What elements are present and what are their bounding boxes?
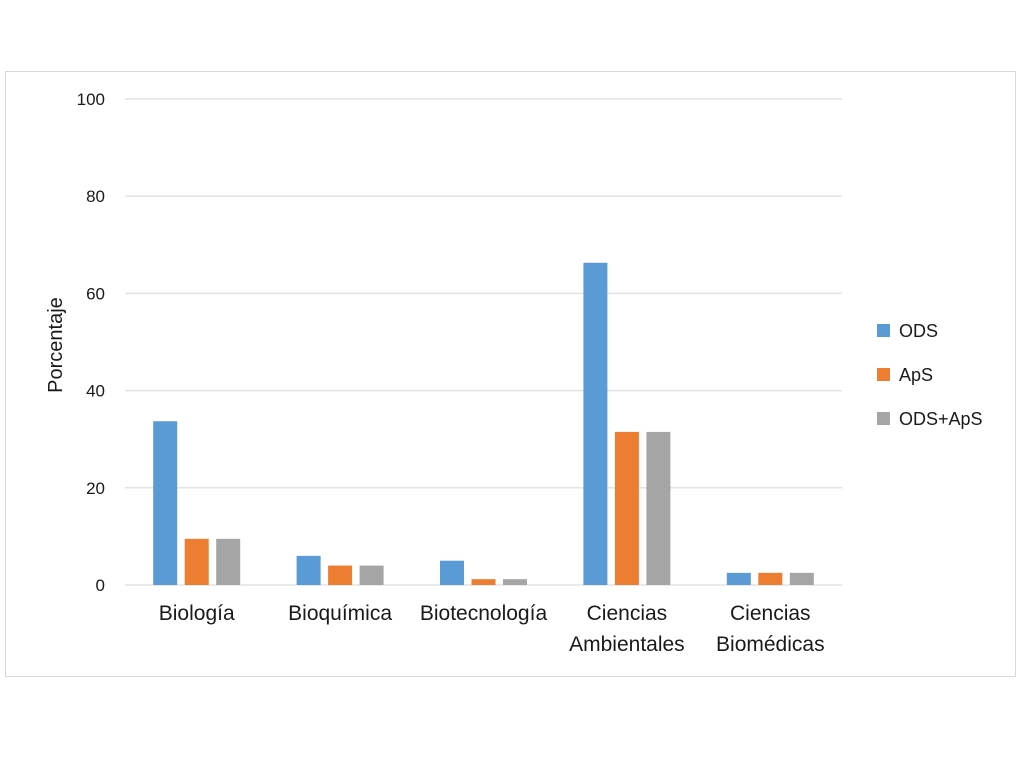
bar-aps-1 <box>328 565 353 585</box>
y-tick-label-100: 100 <box>77 90 105 109</box>
y-tick-label-40: 40 <box>86 382 105 401</box>
x-tick-label-line: Ciencias <box>730 602 811 625</box>
bar-aps-3 <box>614 431 639 585</box>
legend-label-2: ODS+ApS <box>899 409 983 429</box>
bar-aps-0 <box>184 538 209 585</box>
legend-swatch-2 <box>877 412 890 425</box>
y-tick-label-0: 0 <box>96 576 105 595</box>
bar-ods-aps-3 <box>646 431 671 585</box>
y-tick-label-80: 80 <box>86 187 105 206</box>
x-tick-label-line: Biomédicas <box>716 633 825 656</box>
x-tick-label-2: Biotecnología <box>420 602 548 625</box>
bar-ods-aps-2 <box>503 579 527 585</box>
legend-label-0: ODS <box>899 321 938 341</box>
bar-aps-2 <box>471 579 496 585</box>
x-tick-label-0: Biología <box>159 602 235 625</box>
x-tick-label-4: Ciencias Biomédicas <box>716 602 825 656</box>
bar-ods-0 <box>153 421 178 585</box>
bar-ods-aps-0 <box>216 538 241 585</box>
bar-ods-aps-4 <box>789 572 814 585</box>
bar-ods-2 <box>440 560 464 585</box>
bar-aps-4 <box>758 572 783 585</box>
bar-ods-4 <box>726 572 751 585</box>
x-tick-label-3: Ciencias Ambientales <box>569 602 685 656</box>
y-tick-label-20: 20 <box>86 479 105 498</box>
legend-swatch-0 <box>877 324 890 337</box>
bar-ods-aps-1 <box>359 565 384 585</box>
x-tick-label-line: Ambientales <box>569 633 685 656</box>
x-tick-label-line: Bioquímica <box>288 602 392 625</box>
bar-ods-3 <box>583 262 608 585</box>
y-tick-label-60: 60 <box>86 284 105 303</box>
x-tick-label-line: Ciencias <box>587 602 668 625</box>
x-tick-label-line: Biotecnología <box>420 602 548 625</box>
legend-label-1: ApS <box>899 365 933 385</box>
x-tick-label-line: Biología <box>159 602 235 625</box>
legend-swatch-1 <box>877 368 890 381</box>
bar-ods-1 <box>296 555 321 585</box>
y-axis-label: Porcentaje <box>45 297 67 393</box>
x-tick-label-1: Bioquímica <box>288 602 392 625</box>
